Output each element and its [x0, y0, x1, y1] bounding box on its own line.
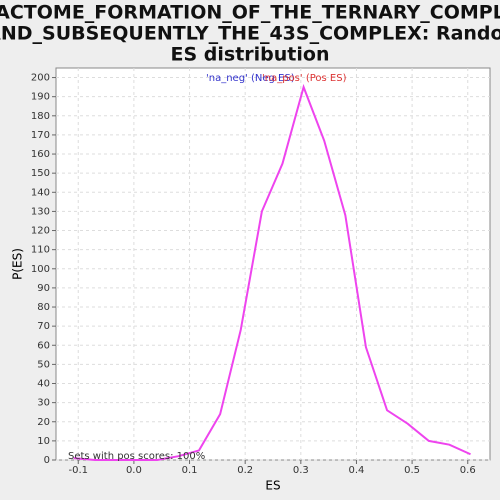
x-tick-label: 0.3: [293, 465, 309, 476]
x-tick-label: 0.2: [237, 465, 253, 476]
y-tick-label: 70: [37, 321, 50, 332]
y-tick-label: 180: [31, 111, 50, 122]
y-tick-label: 200: [31, 73, 50, 84]
legend-entry: 'na_neg' (Neg ES): [206, 73, 295, 84]
x-tick-label: 0.6: [460, 465, 476, 476]
legend-entry: 'na_pos' (Pos ES): [262, 73, 347, 84]
chart-title: REACTOME_FORMATION_OF_THE_TERNARY_COMPLE…: [0, 2, 500, 24]
plot-area: [55, 67, 491, 461]
x-tick-label: 0.4: [349, 465, 365, 476]
x-tick-label: 0.5: [404, 465, 420, 476]
y-tick-label: 50: [37, 359, 50, 370]
y-tick-label: 120: [31, 226, 50, 237]
y-axis-label: P(ES): [11, 248, 25, 280]
x-axis-label: ES: [265, 479, 280, 493]
y-tick-label: 190: [31, 92, 50, 103]
y-tick-label: 90: [37, 283, 50, 294]
y-tick-label: 100: [31, 264, 50, 275]
y-tick-label: 160: [31, 149, 50, 160]
y-tick-label: 130: [31, 206, 50, 217]
data-line: [73, 83, 471, 461]
y-tick-label: 10: [37, 436, 50, 447]
chart-title: _AND_SUBSEQUENTLY_THE_43S_COMPLEX: Rando…: [0, 23, 500, 45]
y-tick-label: 20: [37, 417, 50, 428]
x-tick-label: 0.1: [182, 465, 198, 476]
x-tick-label: 0.0: [126, 465, 142, 476]
y-tick-label: 0: [44, 455, 50, 466]
chart-title: ES distribution: [171, 44, 330, 66]
y-tick-label: 110: [31, 245, 50, 256]
y-tick-label: 150: [31, 168, 50, 179]
annotation: Sets with pos scores: 100%: [68, 451, 205, 462]
y-tick-label: 170: [31, 130, 50, 141]
y-tick-label: 80: [37, 302, 50, 313]
x-tick-label: -0.1: [68, 465, 88, 476]
y-tick-label: 40: [37, 379, 50, 390]
y-tick-label: 30: [37, 398, 50, 409]
y-tick-label: 140: [31, 187, 50, 198]
y-tick-label: 60: [37, 340, 50, 351]
